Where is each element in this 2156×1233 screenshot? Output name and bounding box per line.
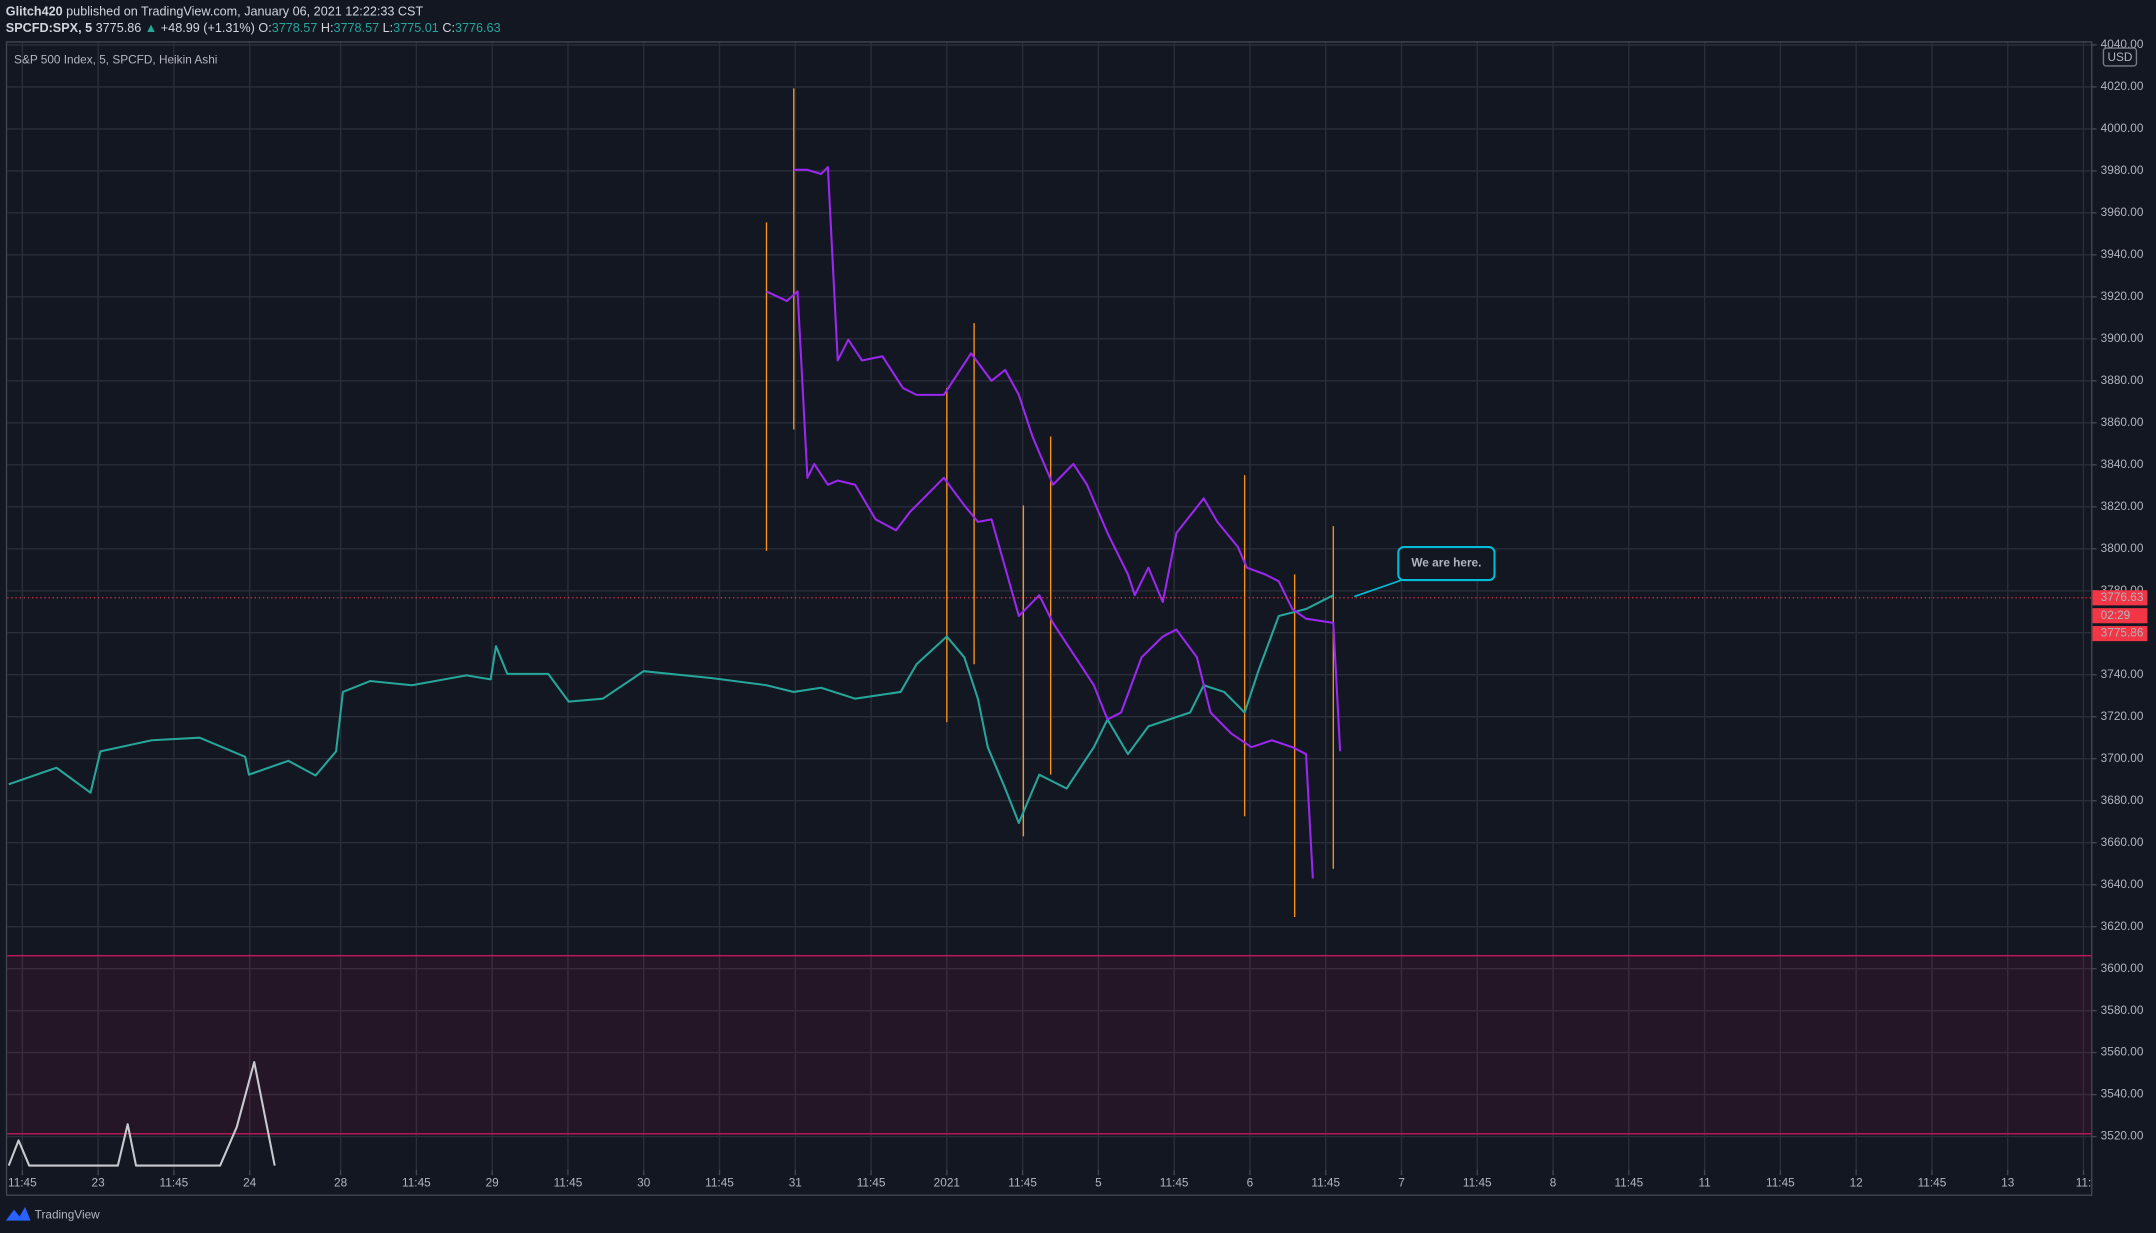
x-tick-label: 11:45	[1614, 1176, 1643, 1190]
currency-badge[interactable]	[2102, 47, 2138, 67]
y-tick-label: 3620.00	[2101, 919, 2144, 933]
x-tick-label: 11:	[2076, 1176, 2092, 1190]
countdown: 02:29	[2101, 608, 2131, 622]
chart-title: S&P 500 Index, 5, SPCFD, Heikin Ashi	[14, 53, 217, 67]
x-tick-label: 13	[2001, 1176, 2015, 1190]
author[interactable]: Glitch420	[6, 5, 63, 19]
x-tick-label: 11:45	[1008, 1176, 1037, 1190]
y-tick-label: 3720.00	[2101, 709, 2144, 723]
y-tick-label: 3840.00	[2101, 457, 2144, 471]
x-tick-label: 11:45	[1311, 1176, 1340, 1190]
y-tick-label: 3920.00	[2101, 289, 2144, 303]
y-tick-label: 3880.00	[2101, 373, 2144, 387]
y-tick-label: 4000.00	[2101, 121, 2144, 135]
open: 3778.57	[272, 21, 318, 35]
x-tick-label: 30	[637, 1176, 651, 1190]
x-tick-label: 7	[1398, 1176, 1405, 1190]
x-tick-label: 8	[1550, 1176, 1557, 1190]
x-tick-label: 12	[1850, 1176, 1863, 1190]
x-tick-label: 11:45	[857, 1176, 886, 1190]
change: +48.99 (+1.31%)	[161, 21, 255, 35]
price-tag-label: 3776.63	[2101, 590, 2144, 604]
x-tick-label: 11:45	[1463, 1176, 1492, 1190]
y-tick-label: 3580.00	[2101, 1003, 2144, 1017]
y-tick-label: 3700.00	[2101, 751, 2144, 765]
x-tick-label: 11:45	[8, 1176, 37, 1190]
y-tick-label: 3680.00	[2101, 793, 2144, 807]
high: 3778.57	[333, 21, 379, 35]
callout-box[interactable]	[1397, 546, 1496, 582]
y-tick-label: 3860.00	[2101, 415, 2144, 429]
symbol-info: SPCFD:SPX, 5 3775.86 ▲ +48.99 (+1.31%) O…	[6, 21, 501, 35]
price-tag	[2092, 626, 2148, 642]
logo: TradingView	[5, 1206, 100, 1221]
currency: USD	[2107, 50, 2132, 64]
y-tick-label: 3820.00	[2101, 499, 2144, 513]
y-tick-label: 3660.00	[2101, 835, 2144, 849]
x-tick-label: 23	[92, 1176, 106, 1190]
x-tick-label: 2021	[934, 1176, 960, 1190]
o-label: O:	[258, 21, 271, 35]
marks	[7, 88, 2092, 1167]
callout-text: We are here.	[1411, 556, 1481, 570]
countdown-tag	[2092, 608, 2148, 624]
x-tick-label: 11:45	[1766, 1176, 1795, 1190]
x-tick-label: 11:45	[1160, 1176, 1189, 1190]
x-tick-label: 31	[789, 1176, 802, 1190]
y-tick-label: 3960.00	[2101, 205, 2144, 219]
axes: 3520.00 3540.00 3560.00 3580.00 3600.00 3620.…	[8, 37, 2148, 1190]
y-tick-label: 3940.00	[2101, 247, 2144, 261]
x-tick-label: 11	[1698, 1176, 1710, 1190]
x-tick-label: 24	[243, 1176, 257, 1190]
y-tick-label: 4020.00	[2101, 79, 2144, 93]
low: 3775.01	[393, 21, 439, 35]
x-tick-label: 28	[334, 1176, 348, 1190]
close: 3775.86	[96, 21, 142, 35]
price-tag-label: 3775.86	[2101, 626, 2144, 640]
y-tick-label: 3800.00	[2101, 541, 2144, 555]
series-line	[766, 290, 1314, 879]
y-tick-label: 3600.00	[2101, 961, 2144, 975]
published: published on TradingView.com, January 06…	[63, 5, 424, 19]
y-tick-label: 3640.00	[2101, 877, 2144, 891]
band	[7, 955, 2092, 1134]
close-value: 3776.63	[455, 21, 501, 35]
x-tick-label: 11:45	[402, 1176, 431, 1190]
x-tick-label: 5	[1095, 1176, 1102, 1190]
price-tag	[2092, 590, 2148, 606]
y-tick-label: 3740.00	[2101, 667, 2144, 681]
y-tick-label: 3520.00	[2101, 1129, 2144, 1143]
series-line	[8, 594, 1334, 824]
x-tick-label: 11:45	[1918, 1176, 1947, 1190]
x-tick-label: 29	[486, 1176, 500, 1190]
y-tick-label: 3560.00	[2101, 1045, 2144, 1059]
y-tick-label: 3540.00	[2101, 1087, 2144, 1101]
symbol: SPCFD:SPX, 5	[6, 21, 92, 35]
arrow: ▲	[145, 21, 158, 35]
l-label: L:	[383, 21, 394, 35]
h-label: H:	[321, 21, 334, 35]
series-line	[793, 166, 1342, 752]
y-tick-label: 3980.00	[2101, 163, 2144, 177]
x-tick-label: 6	[1247, 1176, 1254, 1190]
c-label: C:	[442, 21, 455, 35]
x-tick-label: 11:45	[554, 1176, 583, 1190]
brand[interactable]: TradingView	[35, 1207, 100, 1221]
series-line	[7, 1061, 276, 1167]
publish-info: Glitch420 published on TradingView.com, …	[6, 5, 424, 19]
x-tick-label: 11:45	[705, 1176, 734, 1190]
logo-icon	[5, 1206, 31, 1221]
plot-frame	[5, 41, 2093, 1196]
y-tick-label: 3900.00	[2101, 331, 2144, 345]
x-tick-label: 11:45	[160, 1176, 189, 1190]
grid	[7, 42, 2092, 1170]
